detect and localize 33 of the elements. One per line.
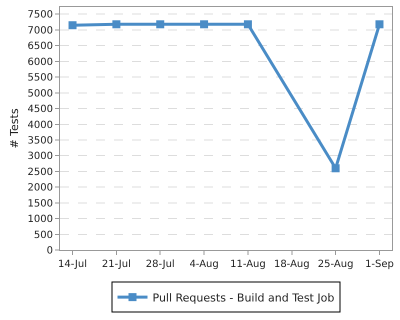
point	[244, 20, 252, 28]
y-tick-label: 5000	[28, 88, 53, 100]
x-tick-label: 11-Aug	[230, 259, 266, 270]
x-tick-label: 18-Aug	[274, 259, 310, 270]
y-tick-label: 4500	[28, 104, 53, 116]
x-tick-label: 25-Aug	[318, 259, 354, 270]
y-tick-label: 3000	[28, 151, 53, 162]
point	[112, 20, 120, 28]
point	[332, 164, 340, 172]
point	[200, 20, 208, 28]
x-tick-label: 1-Sep	[365, 259, 394, 270]
y-tick-label: 5500	[28, 72, 53, 84]
y-tick-label: 1000	[28, 214, 53, 226]
y-tick-label: 1500	[28, 198, 53, 210]
y-tick-label: 6000	[28, 56, 53, 68]
point	[68, 21, 77, 30]
y-tick-label: 7000	[28, 25, 53, 36]
y-tick-label: 4000	[28, 120, 53, 131]
x-tick-label: 4-Aug	[189, 259, 219, 270]
y-tick-label: 500	[34, 230, 53, 241]
point	[375, 20, 384, 28]
y-tick-label: 7500	[28, 10, 53, 21]
y-tick-label: 6500	[28, 41, 53, 52]
x-tick-label: 14-Jul	[58, 259, 88, 270]
point	[156, 20, 164, 28]
y-tick-label: 2500	[28, 166, 53, 178]
y-tick-label: 0	[46, 246, 53, 256]
legend-label: Pull Requests - Build and Test Job	[152, 291, 334, 304]
y-tick-label: 3500	[28, 135, 53, 146]
x-tick-label: 28-Jul	[146, 259, 175, 270]
y-axis-title: # Tests	[8, 108, 22, 149]
x-tick-label: 21-Jul	[102, 259, 131, 270]
y-tick-label: 2000	[28, 182, 53, 194]
